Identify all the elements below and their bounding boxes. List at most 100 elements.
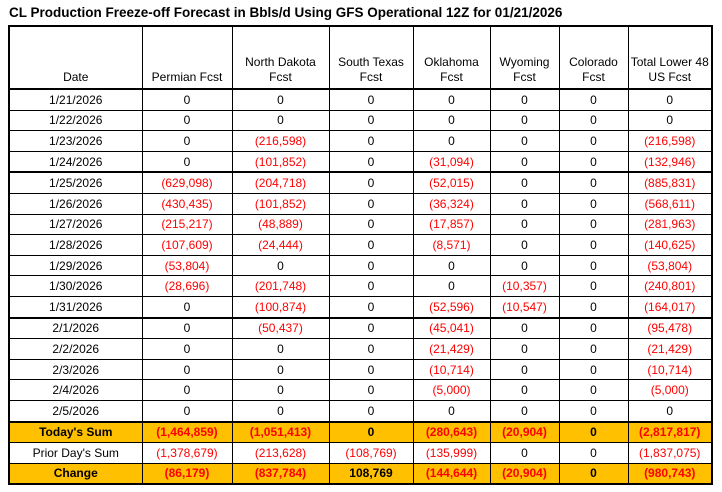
table-row: 1/24/2026 0 (101,852) 0 (31,094) 0 0 (132,946)	[8, 150, 713, 174]
value-cell: (31,094)	[412, 150, 491, 174]
value-cell: 0	[328, 109, 414, 132]
value-cell: (17,857)	[412, 213, 491, 236]
header-row: Date Permian Fcst North Dakota Fcst South T…	[8, 25, 713, 90]
value-cell: (48,889)	[231, 213, 330, 236]
value-cell: (21,429)	[412, 338, 491, 360]
value-cell: 0	[231, 399, 330, 423]
value-cell: (885,831)	[627, 171, 713, 194]
value-cell: 108,769	[328, 462, 414, 485]
value-cell: 0	[412, 399, 491, 423]
value-cell: (45,041)	[412, 317, 491, 340]
value-cell: (50,437)	[231, 317, 330, 340]
date-cell: 1/27/2026	[8, 213, 143, 236]
value-cell: 0	[489, 109, 560, 132]
value-cell: (144,644)	[412, 462, 491, 485]
value-cell: (108,769)	[328, 442, 414, 464]
value-cell: 0	[231, 338, 330, 360]
value-cell: (53,804)	[141, 254, 233, 277]
date-cell: 2/1/2026	[8, 317, 143, 340]
value-cell: 0	[558, 130, 629, 152]
value-cell: 0	[558, 338, 629, 360]
forecast-table: Date Permian Fcst North Dakota Fcst South T…	[8, 25, 713, 486]
value-cell: 0	[558, 420, 629, 444]
table-row: 1/26/2026 (430,435) (101,852) 0 (36,324) 0 0 (5…	[8, 192, 713, 215]
column-header: South Texas Fcst	[328, 25, 414, 90]
value-cell: 0	[558, 275, 629, 297]
table-row: 1/21/2026 0 0 0 0 0 0 0	[8, 88, 713, 111]
value-cell: 0	[328, 317, 414, 340]
value-cell: 0	[558, 295, 629, 319]
value-cell: (52,596)	[412, 295, 491, 319]
value-cell: (24,444)	[231, 234, 330, 256]
value-cell: 0	[141, 295, 233, 319]
value-cell: (837,784)	[231, 462, 330, 485]
table-row: 1/28/2026 (107,609) (24,444) 0 (8,571) 0 0 (140…	[8, 234, 713, 256]
value-cell: 0	[141, 150, 233, 174]
value-cell: 0	[627, 88, 713, 111]
column-header: North Dakota Fcst	[231, 25, 330, 90]
column-header: Oklahoma Fcst	[412, 25, 491, 90]
value-cell: (20,904)	[489, 420, 560, 444]
value-cell: 0	[141, 358, 233, 381]
table-row: 2/3/2026 0 0 0 (10,714) 0 0 (10,714)	[8, 358, 713, 381]
value-cell: 0	[328, 420, 414, 444]
summary-row: Today's Sum (1,464,859) (1,051,413) 0 (280,6…	[8, 420, 713, 444]
value-cell: (100,874)	[231, 295, 330, 319]
table-row: 2/2/2026 0 0 0 (21,429) 0 0 (21,429)	[8, 338, 713, 360]
value-cell: 0	[412, 130, 491, 152]
value-cell: (216,598)	[231, 130, 330, 152]
summary-label-cell: Prior Day's Sum	[8, 442, 143, 464]
value-cell: 0	[141, 379, 233, 401]
table-row: 1/23/2026 0 (216,598) 0 0 0 0 (216,598)	[8, 130, 713, 152]
value-cell: (568,611)	[627, 192, 713, 215]
value-cell: 0	[141, 88, 233, 111]
date-cell: 1/24/2026	[8, 150, 143, 174]
value-cell: (10,357)	[489, 275, 560, 297]
value-cell: 0	[489, 338, 560, 360]
value-cell: (215,217)	[141, 213, 233, 236]
value-cell: (2,817,817)	[627, 420, 713, 444]
date-cell: 1/23/2026	[8, 130, 143, 152]
date-cell: 1/22/2026	[8, 109, 143, 132]
value-cell: 0	[231, 109, 330, 132]
value-cell: (1,837,075)	[627, 442, 713, 464]
value-cell: 0	[328, 275, 414, 297]
value-cell: (95,478)	[627, 317, 713, 340]
value-cell: (10,714)	[627, 358, 713, 381]
value-cell: 0	[231, 254, 330, 277]
table-header: Date Permian Fcst North Dakota Fcst South T…	[8, 25, 713, 90]
value-cell: 0	[489, 399, 560, 423]
value-cell: (204,718)	[231, 171, 330, 194]
value-cell: (629,098)	[141, 171, 233, 194]
value-cell: 0	[141, 109, 233, 132]
value-cell: (280,643)	[412, 420, 491, 444]
column-header: Total Lower 48 US Fcst	[627, 25, 713, 90]
value-cell: (10,547)	[489, 295, 560, 319]
date-cell: 1/28/2026	[8, 234, 143, 256]
table-row: 1/25/2026 (629,098) (204,718) 0 (52,015) 0 0 (8…	[8, 171, 713, 194]
value-cell: (1,464,859)	[141, 420, 233, 444]
value-cell: 0	[558, 88, 629, 111]
value-cell: 0	[328, 130, 414, 152]
value-cell: (107,609)	[141, 234, 233, 256]
date-cell: 1/26/2026	[8, 192, 143, 215]
value-cell: (53,804)	[627, 254, 713, 277]
value-cell: 0	[558, 442, 629, 464]
value-cell: 0	[231, 358, 330, 381]
value-cell: 0	[328, 399, 414, 423]
value-cell: 0	[489, 171, 560, 194]
value-cell: (216,598)	[627, 130, 713, 152]
summary-row: Prior Day's Sum (1,378,679) (213,628) (108,…	[8, 442, 713, 464]
table-body: 1/21/2026 0 0 0 0 0 0 0 1/22/2026 0 0 0 0 0 0 0 1/23/202…	[8, 88, 713, 485]
value-cell: 0	[328, 171, 414, 194]
value-cell: 0	[558, 462, 629, 485]
value-cell: (8,571)	[412, 234, 491, 256]
column-header: Wyoming Fcst	[489, 25, 560, 90]
value-cell: (101,852)	[231, 150, 330, 174]
summary-label-cell: Change	[8, 462, 143, 485]
value-cell: 0	[489, 192, 560, 215]
value-cell: 0	[558, 234, 629, 256]
value-cell: (135,999)	[412, 442, 491, 464]
value-cell: (21,429)	[627, 338, 713, 360]
